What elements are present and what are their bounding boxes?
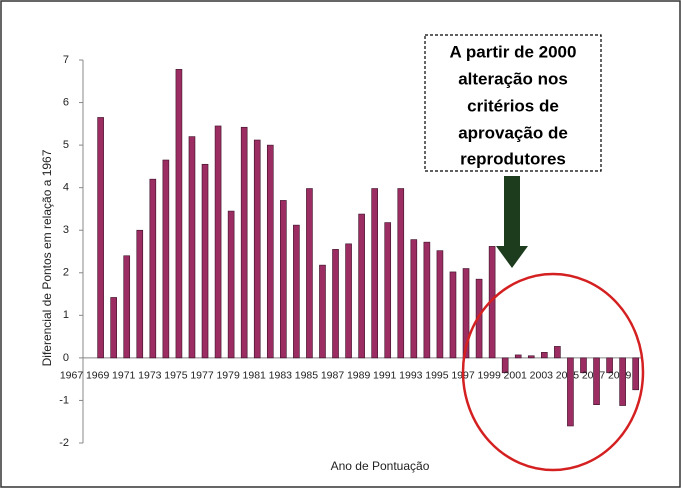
y-tick-label: -2 [59,437,69,449]
bar [449,271,457,359]
bar [397,188,405,359]
bar [345,243,352,359]
bar [606,357,613,374]
y-tick-label: 1 [63,309,69,321]
bar [462,268,470,359]
x-tick-label: 1995 [425,370,449,382]
x-tick-label: 1971 [112,370,136,382]
bar [554,346,561,359]
bar [423,241,431,359]
y-tick-label: 4 [63,182,69,194]
highlight-circle [461,272,645,472]
x-tick-label: 1991 [373,370,397,382]
bar [214,125,222,359]
annotation-box [424,34,602,172]
x-tick-label: 1993 [399,370,423,382]
y-axis-label: Diferencial de Pontos em relação a 1967 [40,149,54,366]
bar [306,188,313,359]
x-tick-label: 1983 [269,370,293,382]
annotation-line: aprovação de [458,123,568,142]
bar [110,297,117,359]
x-tick-label: 1989 [347,370,371,382]
bar [593,357,600,405]
bar [567,357,574,427]
bar [293,224,300,359]
bar [527,355,535,359]
bar [201,163,209,359]
y-tick-label: -1 [59,394,69,406]
bar [384,222,392,359]
y-tick-label: 7 [63,54,69,66]
bar [501,357,509,374]
bar [514,354,522,359]
x-tick-label: 1987 [321,370,345,382]
bar [97,117,104,359]
bar [227,210,235,359]
bar [266,144,274,359]
y-tick-label: 2 [63,267,69,279]
x-tick-label: 1977 [190,370,214,382]
y-tick-label: 3 [63,224,69,236]
bar [580,357,587,374]
bar [188,136,196,359]
bar [280,200,287,359]
bar [475,278,483,359]
x-tick-label: 1979 [216,370,240,382]
annotation-line: A partir de 2000 [450,42,577,61]
annotation-line: alteração nos [458,69,568,88]
bar [136,229,144,359]
x-tick-label: 1985 [295,370,319,382]
y-tick-label: 6 [63,96,69,108]
bar [149,178,157,359]
bar [619,357,626,406]
x-tick-label: 1967 [60,370,84,382]
x-tick-label: 1975 [164,370,188,382]
x-tick-label: 2003 [530,370,554,382]
bar [319,264,326,359]
y-tick-label: 5 [63,139,69,151]
x-tick-label: 2001 [504,370,528,382]
bar [240,126,248,359]
bar [162,159,170,359]
arrow [496,176,528,268]
x-tick-label: 1969 [86,370,110,382]
annotation-line: reprodutores [460,149,566,168]
bar [371,188,378,359]
x-tick-label: 1999 [477,370,501,382]
annotation-line: critérios de [467,96,559,115]
x-tick-label: 1981 [243,370,267,382]
x-tick-label: 1973 [138,370,162,382]
bar [253,139,261,359]
bar [358,213,365,359]
y-tick-label: 0 [63,352,69,364]
bar [332,249,339,359]
x-axis-label: Ano de Pontuação [331,459,430,473]
bar [632,357,639,391]
bar [410,239,418,359]
bar [436,250,444,359]
bar [541,352,548,359]
bar [175,69,183,359]
bar [123,255,131,359]
